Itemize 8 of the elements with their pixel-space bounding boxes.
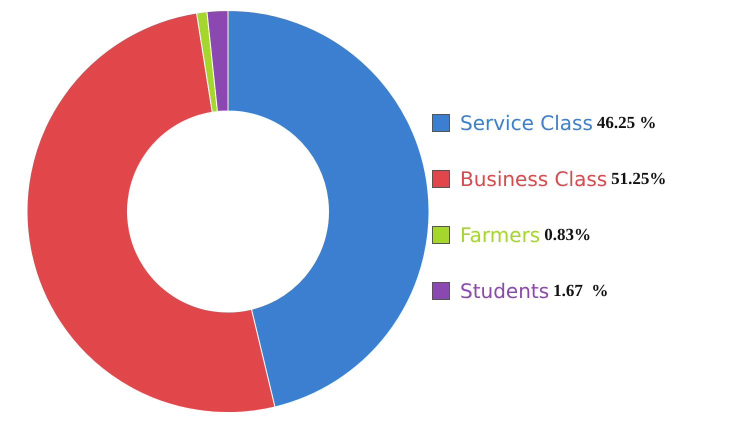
data-label: 1.67 % <box>553 281 608 301</box>
legend-label: Business Class <box>460 167 608 191</box>
data-label: 0.83% <box>544 225 591 245</box>
data-label: 51.25% <box>611 169 666 189</box>
legend-label: Students <box>460 279 550 303</box>
legend-label: Farmers <box>460 223 540 247</box>
data-label: 46.25 % <box>596 113 656 133</box>
legend-label: Service Class <box>460 111 593 135</box>
